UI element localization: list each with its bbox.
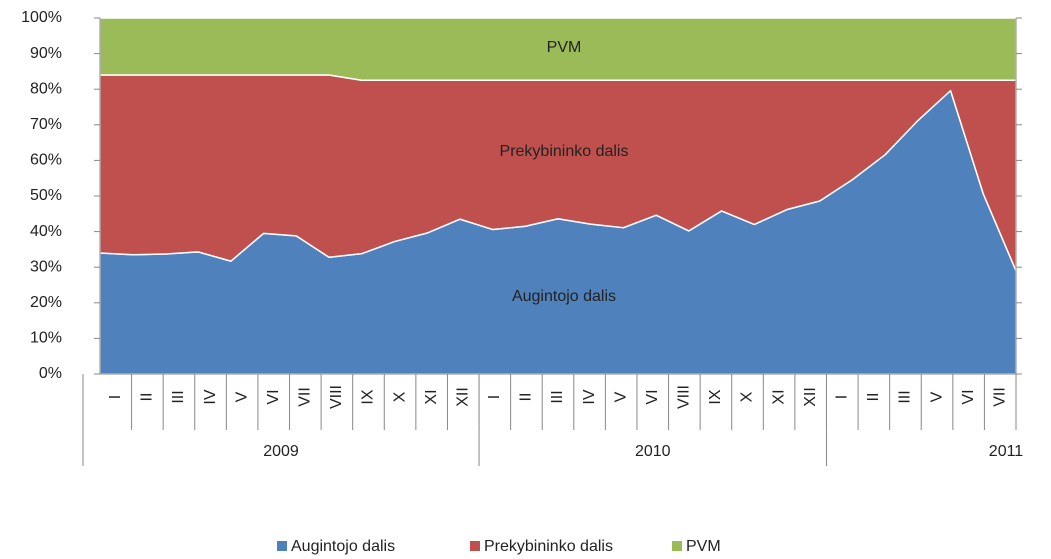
y-tick-label: 70% xyxy=(30,116,62,133)
x-tick-label: V xyxy=(233,391,250,402)
x-tick-label: I xyxy=(486,395,503,399)
x-tick-label: VIII xyxy=(676,385,693,409)
x-tick-label: IV xyxy=(202,389,219,404)
x-tick-label: V xyxy=(612,391,629,402)
legend-label: Prekybininko dalis xyxy=(484,538,613,555)
x-tick-label: VI xyxy=(265,389,282,404)
x-tick-label: V xyxy=(928,391,945,402)
x-tick-label: II xyxy=(865,393,882,402)
x-tick-label: I xyxy=(107,395,124,399)
x-tick-label: IV xyxy=(581,389,598,404)
legend-label: Augintojo dalis xyxy=(291,538,395,555)
y-tick-label: 90% xyxy=(30,45,62,62)
x-tick-label: II xyxy=(139,393,156,402)
x-tick-label: VIII xyxy=(328,385,345,409)
x-tick-label: X xyxy=(391,391,408,402)
y-tick-label: 30% xyxy=(30,258,62,275)
group-label: 2010 xyxy=(635,443,671,460)
legend-label: PVM xyxy=(686,538,721,555)
group-label: 2009 xyxy=(263,443,299,460)
x-tick-label: VII xyxy=(991,387,1008,407)
y-tick-label: 100% xyxy=(21,9,62,26)
y-tick-label: 40% xyxy=(30,223,62,240)
legend-swatch xyxy=(470,541,480,551)
x-tick-label: II xyxy=(518,393,535,402)
y-tick-label: 60% xyxy=(30,152,62,169)
area-label: PVM xyxy=(547,39,582,56)
area-label: Augintojo dalis xyxy=(512,288,616,305)
y-tick-label: 20% xyxy=(30,294,62,311)
area-label: Prekybininko dalis xyxy=(500,143,629,160)
x-tick-label: IX xyxy=(707,389,724,404)
x-tick-label: XI xyxy=(770,389,787,404)
x-tick-label: XII xyxy=(454,387,471,407)
y-tick-label: 10% xyxy=(30,330,62,347)
x-tick-label: VI xyxy=(644,389,661,404)
legend-swatch xyxy=(277,541,287,551)
x-tick-label: XII xyxy=(802,387,819,407)
y-tick-label: 0% xyxy=(39,365,62,382)
x-tick-label: III xyxy=(549,390,566,403)
x-tick-label: X xyxy=(739,391,756,402)
x-tick-label: I xyxy=(833,395,850,399)
x-tick-label: VII xyxy=(297,387,314,407)
x-tick-label: III xyxy=(170,390,187,403)
y-tick-label: 50% xyxy=(30,187,62,204)
x-tick-label: III xyxy=(897,390,914,403)
legend-swatch xyxy=(672,541,682,551)
y-tick-label: 80% xyxy=(30,80,62,97)
x-tick-label: XI xyxy=(423,389,440,404)
x-tick-label: VI xyxy=(960,389,977,404)
x-tick-label: IX xyxy=(360,389,377,404)
group-label: 2011 xyxy=(989,443,1024,460)
